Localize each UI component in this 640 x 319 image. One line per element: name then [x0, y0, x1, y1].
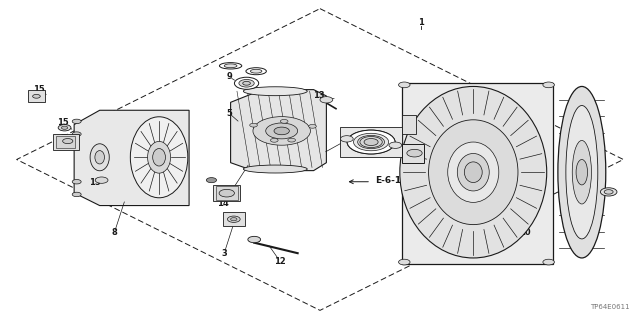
- Bar: [213, 185, 240, 201]
- Circle shape: [399, 82, 410, 88]
- Polygon shape: [74, 110, 189, 205]
- Circle shape: [72, 192, 81, 197]
- Ellipse shape: [243, 165, 307, 173]
- Circle shape: [250, 123, 257, 127]
- Circle shape: [271, 138, 278, 142]
- Bar: [28, 90, 45, 102]
- Circle shape: [543, 259, 554, 265]
- Circle shape: [308, 124, 316, 128]
- Ellipse shape: [239, 79, 254, 87]
- Ellipse shape: [148, 141, 171, 173]
- Ellipse shape: [429, 120, 518, 225]
- Polygon shape: [230, 90, 326, 171]
- Ellipse shape: [360, 137, 382, 148]
- Ellipse shape: [131, 117, 188, 198]
- Ellipse shape: [347, 130, 395, 154]
- Text: 12: 12: [275, 257, 286, 266]
- Circle shape: [219, 189, 234, 197]
- Bar: [223, 212, 245, 226]
- Polygon shape: [402, 83, 553, 264]
- Text: TP64E0611: TP64E0611: [590, 304, 630, 310]
- Text: 13: 13: [313, 92, 324, 100]
- Ellipse shape: [358, 135, 385, 149]
- Text: 3: 3: [221, 249, 227, 258]
- Text: 7: 7: [60, 134, 66, 143]
- Text: 14: 14: [217, 199, 229, 208]
- Circle shape: [288, 138, 296, 142]
- Text: 10: 10: [518, 228, 530, 237]
- Circle shape: [33, 94, 40, 98]
- Circle shape: [95, 177, 108, 183]
- Ellipse shape: [246, 68, 266, 75]
- Ellipse shape: [572, 140, 591, 204]
- Ellipse shape: [400, 86, 547, 258]
- Ellipse shape: [448, 142, 499, 202]
- Bar: [216, 186, 237, 200]
- Circle shape: [248, 236, 260, 243]
- Text: 15: 15: [33, 85, 45, 94]
- Bar: [402, 115, 416, 134]
- Ellipse shape: [566, 106, 598, 239]
- Circle shape: [340, 136, 353, 142]
- Circle shape: [604, 190, 613, 194]
- Text: E-6-1: E-6-1: [376, 176, 402, 185]
- Ellipse shape: [90, 144, 109, 171]
- Text: 6: 6: [374, 133, 380, 142]
- Circle shape: [600, 188, 617, 196]
- Ellipse shape: [153, 149, 166, 166]
- Bar: [53, 134, 79, 150]
- Text: 5: 5: [227, 109, 232, 118]
- Circle shape: [253, 117, 310, 145]
- Circle shape: [280, 119, 288, 123]
- Circle shape: [72, 132, 81, 136]
- Circle shape: [389, 142, 402, 148]
- Ellipse shape: [458, 153, 489, 191]
- Circle shape: [58, 124, 71, 131]
- Circle shape: [72, 180, 81, 184]
- Circle shape: [266, 123, 298, 139]
- Circle shape: [227, 216, 240, 222]
- Text: 15: 15: [58, 118, 69, 128]
- Bar: [56, 136, 76, 148]
- Circle shape: [72, 119, 81, 123]
- Text: 2: 2: [227, 190, 232, 199]
- Circle shape: [543, 82, 554, 88]
- Ellipse shape: [353, 133, 388, 151]
- Circle shape: [61, 126, 68, 129]
- Ellipse shape: [465, 162, 482, 182]
- Ellipse shape: [243, 87, 307, 96]
- Text: 15: 15: [90, 178, 101, 187]
- Ellipse shape: [234, 77, 259, 89]
- Text: 4: 4: [349, 133, 355, 142]
- Ellipse shape: [250, 69, 262, 73]
- Ellipse shape: [576, 160, 588, 185]
- Ellipse shape: [558, 86, 606, 258]
- Ellipse shape: [224, 64, 237, 68]
- Bar: [402, 144, 424, 163]
- Circle shape: [407, 149, 422, 157]
- Circle shape: [399, 259, 410, 265]
- Circle shape: [320, 97, 333, 103]
- Circle shape: [274, 127, 289, 135]
- Text: 8: 8: [111, 228, 117, 237]
- Circle shape: [63, 138, 73, 144]
- Ellipse shape: [95, 151, 104, 164]
- Ellipse shape: [220, 63, 242, 69]
- Ellipse shape: [243, 81, 250, 85]
- Circle shape: [230, 218, 237, 221]
- Text: 11: 11: [592, 193, 604, 202]
- Ellipse shape: [347, 130, 395, 154]
- Text: 9: 9: [227, 72, 232, 81]
- Polygon shape: [340, 127, 402, 157]
- Circle shape: [206, 178, 216, 183]
- Text: 1: 1: [418, 19, 424, 27]
- Ellipse shape: [364, 138, 378, 145]
